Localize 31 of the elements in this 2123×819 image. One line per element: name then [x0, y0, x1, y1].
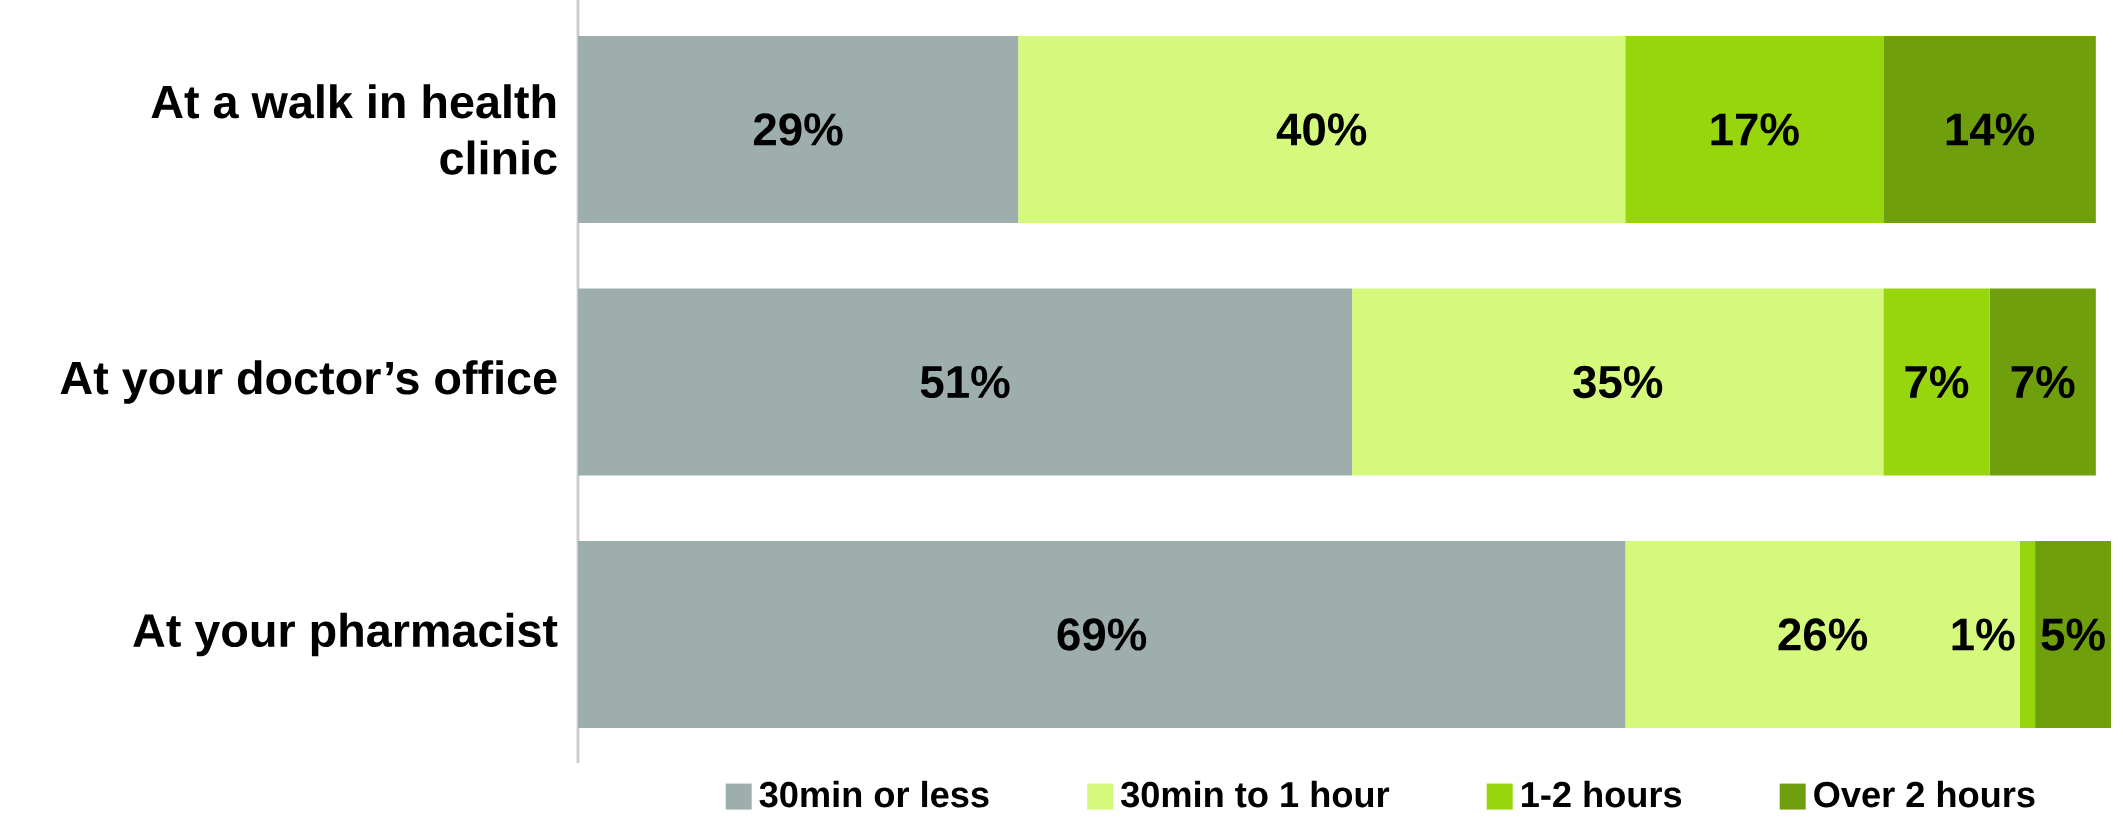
bar — [1625, 541, 2020, 729]
legend-label: 30min to 1 hour — [1120, 780, 1390, 808]
data-label: 14% — [1946, 113, 2035, 146]
data-label: 51% — [920, 365, 1010, 399]
bar — [1018, 36, 1626, 223]
legend-label: Over 2 hours — [1814, 780, 2035, 808]
bar — [578, 288, 1353, 476]
data-label: 17% — [1711, 113, 1799, 146]
bar — [2035, 541, 2111, 729]
y-tick-label: At your pharmacist — [133, 612, 558, 657]
y-tick-label: At your doctor’s office — [60, 360, 557, 404]
bar — [578, 36, 1019, 223]
bar — [1352, 288, 1884, 476]
data-label: 29% — [753, 113, 843, 146]
bar — [578, 541, 1626, 729]
legend-label: 30min or less — [759, 780, 989, 808]
bar — [1989, 288, 2096, 476]
data-label: 40% — [1276, 113, 1367, 146]
data-label: 26% — [1778, 618, 1868, 651]
data-label: 7% — [1905, 365, 1969, 399]
bar — [1625, 36, 1884, 223]
y-tick-label: At a walk in health clinic — [151, 84, 557, 175]
legend-label: 1-2 hours — [1521, 780, 1682, 808]
bar — [2019, 541, 2036, 729]
bar — [1883, 288, 1990, 476]
data-label: 5% — [2041, 618, 2105, 651]
data-label: 7% — [2011, 365, 2075, 399]
data-label: 69% — [1057, 618, 1147, 651]
data-label: 1% — [1952, 618, 2015, 651]
bar — [1883, 36, 2096, 223]
data-label: 35% — [1573, 365, 1663, 399]
